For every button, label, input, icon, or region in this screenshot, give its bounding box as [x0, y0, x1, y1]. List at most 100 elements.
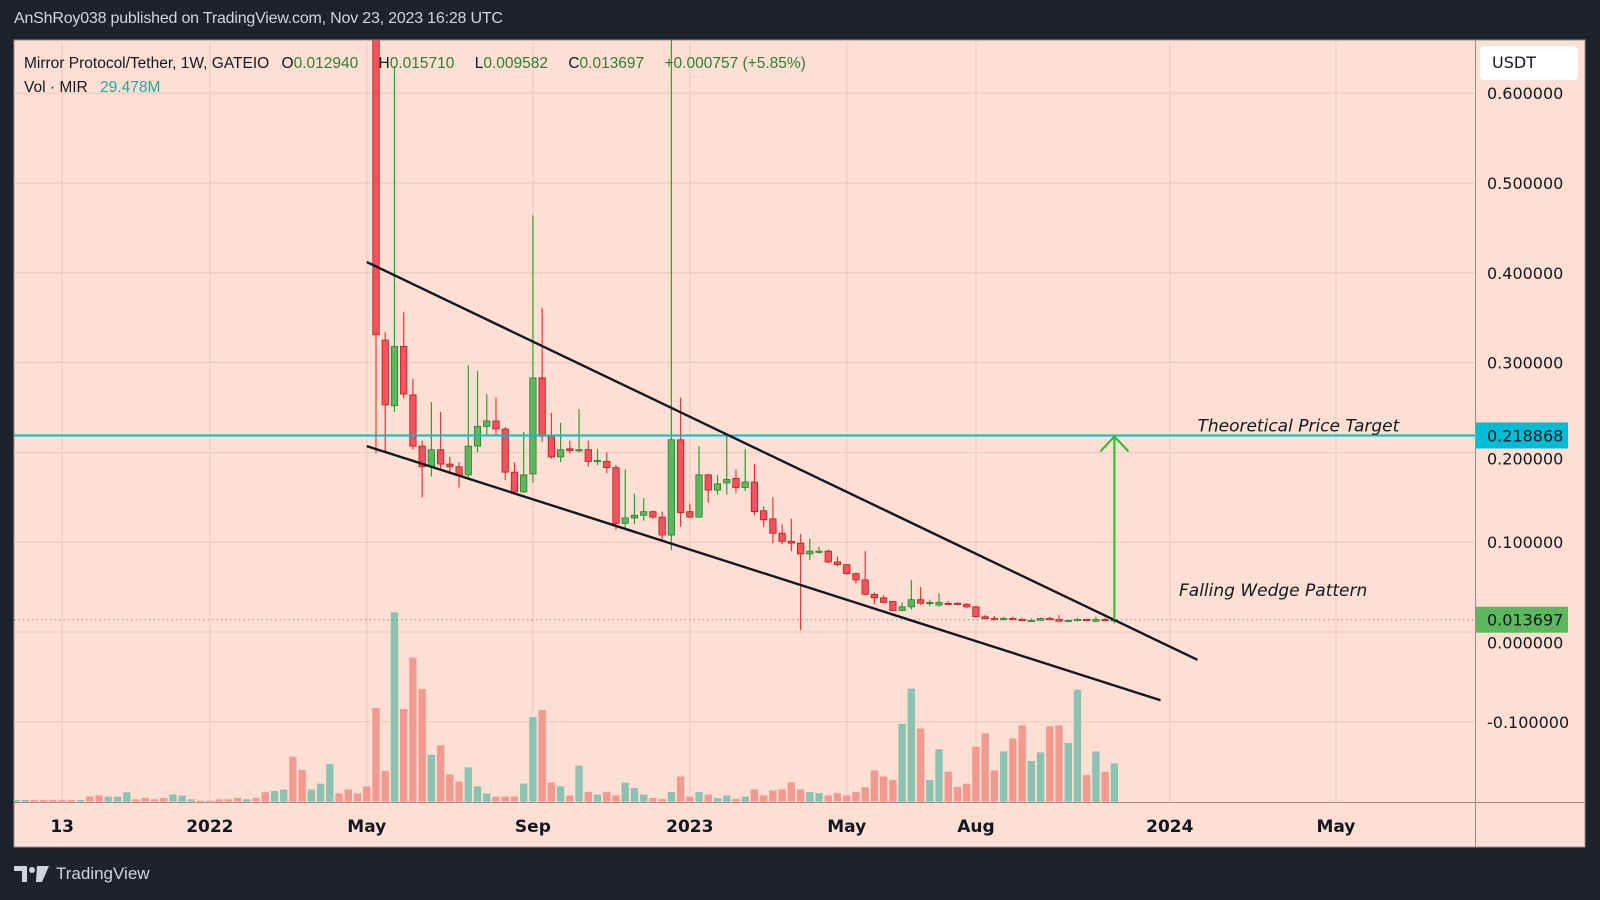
- volume-bar: [971, 746, 981, 802]
- volume-bar: [85, 795, 95, 802]
- volume-bar: [768, 789, 778, 802]
- candle-body: [1064, 619, 1072, 622]
- volume-bar: [814, 792, 824, 802]
- grid: [14, 40, 1475, 802]
- volume-bar: [602, 791, 612, 802]
- volume-bar: [67, 799, 76, 802]
- candle-body: [824, 550, 832, 563]
- volume-bar: [399, 708, 408, 802]
- candle-body: [935, 601, 943, 606]
- candle-body: [778, 532, 786, 542]
- volume-bar: [325, 763, 335, 802]
- candle-body: [621, 517, 629, 524]
- volume-bar: [1091, 750, 1101, 802]
- candle-body: [990, 618, 999, 621]
- price-tick-label: 0.400000: [1487, 264, 1563, 283]
- volume-bar: [953, 786, 962, 802]
- chart-pane[interactable]: [13, 39, 1586, 848]
- candle-body: [870, 593, 879, 599]
- candle-body: [861, 579, 869, 595]
- volume-bar: [620, 781, 630, 802]
- price-tick-label: 0.200000: [1487, 449, 1563, 468]
- candle-body: [584, 449, 592, 462]
- volume-bar: [224, 798, 233, 802]
- volume-bar: [694, 791, 704, 802]
- candle-body: [796, 542, 805, 555]
- volume-bar: [57, 799, 67, 802]
- drawings: Theoretical Price Target Falling Wedge Pa…: [14, 260, 1475, 702]
- volume-bar: [851, 791, 861, 802]
- candle-body: [713, 483, 722, 491]
- candle-body: [640, 511, 648, 516]
- volume-bar: [1017, 724, 1027, 802]
- volume-bar: [528, 716, 538, 802]
- volume-bar: [205, 799, 215, 802]
- candle-body: [520, 474, 528, 493]
- volume-bar: [648, 797, 658, 802]
- candle-series: [372, 40, 1118, 631]
- time-axis[interactable]: 13 2022 May Sep 2023 May Aug 2024 May: [50, 817, 1355, 837]
- candle-body: [612, 467, 620, 524]
- volume-bar: [685, 795, 695, 802]
- volume-bar: [122, 791, 132, 802]
- volume-bar: [177, 795, 187, 802]
- price-tick-label: 0.600000: [1487, 84, 1563, 103]
- candle-body: [889, 601, 897, 611]
- wedge-upper-trendline: [366, 260, 1198, 661]
- volume-bar: [344, 788, 353, 802]
- candle-body: [732, 478, 740, 488]
- volume-bar: [667, 791, 676, 802]
- price-axis-labels: 0.218868 0.013697: [1476, 422, 1568, 633]
- currency-button[interactable]: USDT: [1480, 46, 1578, 80]
- candle-body: [390, 346, 399, 407]
- candle-body: [806, 550, 814, 555]
- volume-bar: [39, 799, 49, 802]
- volume-bar: [547, 781, 556, 802]
- volume-bar: [916, 727, 925, 802]
- legend-volume-label[interactable]: Vol · MIR: [24, 79, 88, 96]
- legend-symbol[interactable]: Mirror Protocol/Tether, 1W, GATEIO: [24, 55, 270, 72]
- legend-high: H0.015710: [378, 55, 455, 72]
- volume-bar: [990, 769, 999, 802]
- wedge-pattern-label: Falling Wedge Pattern: [1179, 581, 1367, 601]
- legend-ohlc-row: Mirror Protocol/Tether, 1W, GATEIO O0.01…: [24, 52, 814, 76]
- candle-body: [944, 602, 952, 605]
- target-arrow-head: [1099, 434, 1130, 453]
- price-tick-label: 0.000000: [1487, 634, 1563, 653]
- candle-body: [566, 448, 574, 452]
- candle-body: [658, 516, 666, 536]
- candle-body: [769, 518, 777, 534]
- candle-body: [483, 420, 491, 427]
- volume-bar: [537, 709, 547, 802]
- volume-bar: [842, 794, 852, 802]
- candle-body: [695, 474, 703, 518]
- volume-bar: [1110, 762, 1119, 802]
- volume-bar: [703, 793, 713, 802]
- volume-bar: [113, 795, 122, 802]
- candle-body: [427, 449, 435, 468]
- candle-body: [907, 599, 915, 608]
- volume-bar: [76, 799, 85, 802]
- time-tick-label: Aug: [957, 817, 994, 837]
- candle-body: [741, 481, 749, 488]
- volume-bar: [787, 781, 796, 802]
- volume-bar: [168, 793, 178, 802]
- volume-bar: [759, 794, 768, 802]
- volume-bar: [870, 769, 879, 802]
- price-axis[interactable]: 0.600000 0.500000 0.400000 0.300000 0.200000…: [1487, 84, 1569, 732]
- time-tick-label: May: [827, 817, 866, 837]
- publish-info: AnShRoy038 published on TradingView.com,…: [14, 10, 503, 27]
- candle-body: [898, 606, 906, 611]
- volume-bar: [445, 773, 455, 802]
- volume-bar: [1073, 689, 1082, 802]
- volume-bar: [897, 723, 907, 802]
- time-tick-label: 13: [50, 817, 74, 837]
- volume-bar: [48, 799, 58, 802]
- time-tick-label: 2023: [666, 817, 713, 837]
- volume-series: [14, 611, 1119, 802]
- candle-body: [649, 511, 657, 518]
- volume-bar: [907, 688, 916, 802]
- candle-body: [926, 601, 934, 604]
- candle-body: [1092, 619, 1100, 622]
